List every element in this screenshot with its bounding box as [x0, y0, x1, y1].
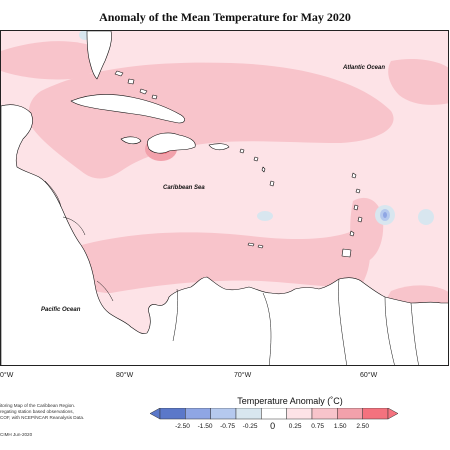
legend-title: Temperature Anomaly (˚C): [237, 396, 343, 406]
land-abc-islands: [247, 242, 255, 247]
legend-tick-label: 0.75: [311, 423, 324, 430]
anomaly-band-south-east: [350, 197, 384, 263]
land-abc-islands: [257, 244, 264, 249]
land-lesser-antilles: [357, 216, 363, 223]
land-lesser-antilles: [253, 156, 259, 162]
land-puerto-rico: [208, 143, 230, 151]
land-central-america: [1, 104, 448, 365]
land-bahamas: [151, 94, 158, 100]
legend-tick-label: 2.50: [356, 423, 369, 430]
anomaly-band-east: [388, 59, 448, 105]
map-title: Anomaly of the Mean Temperature for May …: [99, 10, 351, 24]
anomaly-band-north: [28, 62, 394, 179]
land-jamaica: [120, 136, 142, 145]
land-hispaniola: [147, 132, 196, 154]
legend-swatch: [210, 408, 237, 420]
legend-arrow-high: [387, 408, 398, 420]
country-borders: [44, 180, 419, 365]
legend-swatch: [159, 408, 186, 420]
land-lesser-antilles: [353, 204, 359, 211]
land-bahamas: [139, 88, 148, 95]
credit-date: CIMH Jun-2020: [0, 432, 33, 437]
land-cuba: [70, 94, 185, 124]
legend-colorbar: [150, 408, 398, 420]
legend-swatch: [311, 408, 338, 420]
land-lesser-antilles: [261, 166, 266, 173]
legend-tick-label: -0.75: [220, 423, 235, 430]
legend-swatch: [261, 408, 287, 420]
legend-arrow-low: [150, 408, 161, 420]
anomaly-band-south: [61, 227, 370, 293]
anomaly-band-nw: [1, 41, 105, 80]
lon-tick: 60°W: [360, 372, 378, 379]
map-panel: Atlantic Ocean Caribbean Sea Pacific Oce…: [0, 30, 449, 366]
legend-swatch: [286, 408, 313, 420]
lon-tick-partial: 0°W: [0, 372, 14, 379]
legend-swatch: [185, 408, 211, 420]
legend-tick-label: 1.50: [333, 423, 347, 430]
land-lesser-antilles: [355, 188, 361, 194]
credit-line: COF, with NCEP/NCAR Reanalysis Data.: [0, 415, 85, 420]
legend-swatch: [235, 408, 262, 420]
legend-swatch: [362, 408, 389, 420]
legend-swatch: [337, 408, 363, 420]
legend-tick-label: -0.25: [242, 423, 258, 430]
land-masses: [1, 31, 448, 365]
land-bahamas: [127, 78, 135, 85]
land-bahamas: [114, 70, 124, 77]
credit-line: regating station based observations,: [0, 409, 74, 414]
lon-tick: 80°W: [116, 372, 134, 379]
land-florida: [86, 31, 112, 80]
anomaly-cool-spot: [383, 212, 387, 218]
lon-tick: 70°W: [234, 372, 252, 379]
legend-tick-label: 0: [270, 421, 276, 431]
land-lesser-antilles: [351, 172, 357, 179]
legend-tick-label: 0.25: [288, 423, 302, 430]
land-lesser-antilles: [239, 148, 245, 154]
credit-line: itoring Map of the Caribbean Region.: [0, 403, 76, 408]
land-lesser-antilles: [349, 230, 355, 237]
land-lesser-antilles: [269, 180, 275, 187]
label-caribbean-sea: Caribbean Sea: [163, 185, 205, 191]
legend-tick-label: -2.50: [175, 423, 190, 430]
land-trinidad: [341, 248, 352, 258]
anomaly-cool-spot: [257, 211, 273, 221]
label-pacific-ocean: Pacific Ocean: [41, 307, 81, 313]
legend-tick-label: -1.50: [197, 423, 213, 430]
label-atlantic-ocean: Atlantic Ocean: [343, 65, 386, 71]
anomaly-cool-spot: [418, 209, 434, 225]
anomaly-map: [1, 31, 448, 365]
